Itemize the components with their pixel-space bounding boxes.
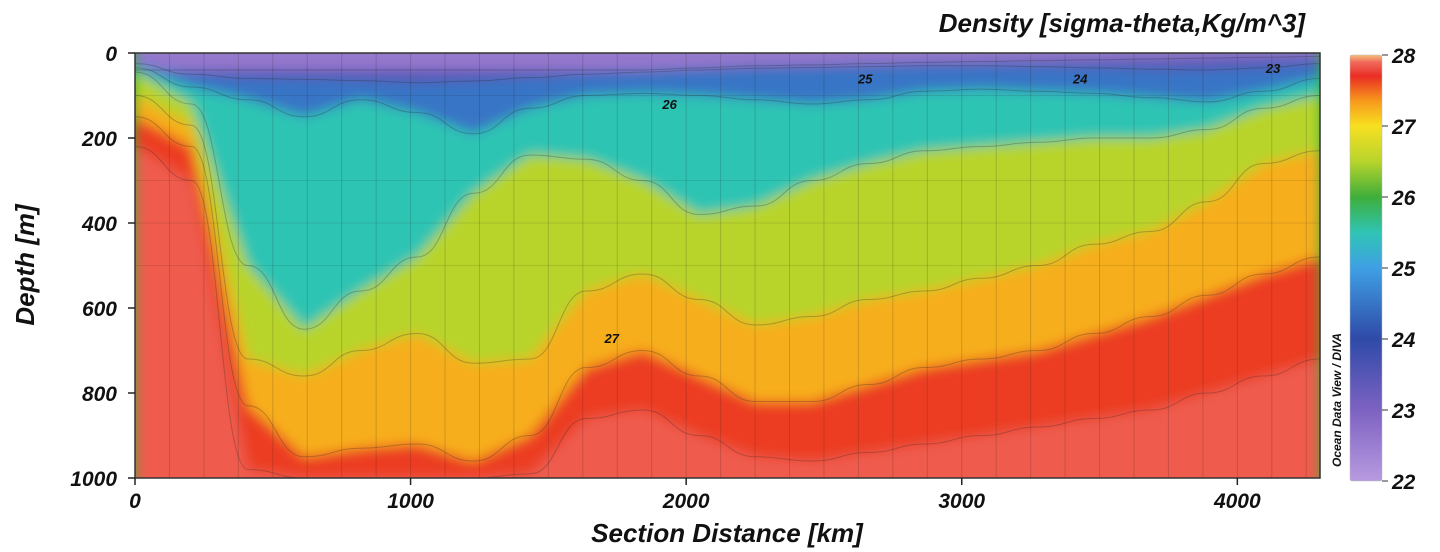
y-axis-label: Depth [m] [10, 203, 40, 326]
colorbar-tick-label: 22 [1391, 471, 1416, 494]
colorbar-ticks: 22 23 24 25 26 27 28 [1382, 45, 1417, 494]
chart-title: Density [sigma-theta,Kg/m^3] [939, 8, 1307, 38]
isopycnal-line [135, 116, 1320, 462]
plot-area: 23 24 25 26 27 [134, 52, 1321, 479]
density-band [135, 67, 1320, 330]
x-tick-label: 1000 [387, 490, 434, 513]
x-tick-label: 2000 [662, 490, 710, 513]
contour-labels: 23 24 25 26 27 [604, 61, 1282, 346]
colorbar-tick-label: 25 [1391, 258, 1416, 281]
y-axis: 0 200 400 600 800 1000 [70, 43, 135, 491]
density-band [135, 56, 1320, 83]
density-band [135, 95, 1320, 461]
contour-label: 23 [1265, 61, 1281, 76]
y-tick-label: 400 [81, 213, 117, 236]
colorbar-tick-label: 24 [1391, 329, 1416, 352]
plot-frame [134, 52, 1321, 479]
isopycnal-line [135, 67, 1320, 135]
density-band [135, 63, 1320, 134]
x-axis-label: Section Distance [km] [591, 518, 864, 548]
colorbar-tick-label: 27 [1391, 116, 1417, 139]
y-tick-label: 800 [82, 383, 117, 406]
x-axis: 0 1000 2000 3000 4000 [129, 478, 1261, 513]
isopycnal-line [135, 146, 1320, 478]
x-tick-label: 4000 [1213, 490, 1261, 513]
density-band [135, 116, 1320, 478]
x-tick-label: 3000 [938, 490, 985, 513]
y-tick-label: 1000 [70, 468, 117, 491]
isopycnal-lines [135, 55, 1320, 478]
colorbar-tick-label: 23 [1391, 400, 1416, 423]
station-gridlines [135, 53, 1320, 478]
density-band [135, 146, 1320, 478]
contour-label: 25 [857, 72, 873, 87]
isopycnal-line [135, 71, 1320, 330]
x-tick-label: 0 [129, 490, 141, 513]
y-tick-label: 0 [105, 43, 117, 66]
y-tick-label: 200 [81, 128, 117, 151]
colorbar-ramp [1349, 54, 1383, 482]
density-band [135, 53, 1320, 70]
colorbar-tick-label: 26 [1391, 187, 1416, 210]
contour-label: 27 [604, 331, 620, 346]
colorbar-tick-label: 28 [1391, 45, 1416, 68]
contour-label: 24 [1072, 72, 1088, 87]
colorbar: 22 23 24 25 26 27 28 Ocean Data View / DIVA [1330, 45, 1417, 494]
y-tick-label: 600 [82, 298, 117, 321]
colorbar-source-label: Ocean Data View / DIVA [1330, 333, 1344, 467]
contour-label: 26 [661, 97, 677, 112]
isopycnal-line [135, 55, 1320, 71]
isopycnal-line [135, 63, 1320, 84]
isopycnal-line [135, 95, 1320, 377]
density-band [135, 72, 1320, 376]
